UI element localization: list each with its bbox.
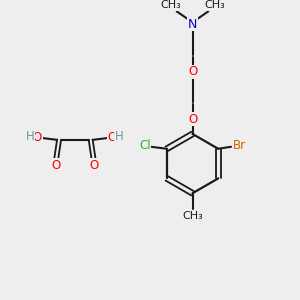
Text: CH₃: CH₃ bbox=[204, 0, 225, 11]
Text: CH₃: CH₃ bbox=[182, 211, 203, 221]
Text: Cl: Cl bbox=[139, 139, 151, 152]
Text: O: O bbox=[52, 159, 61, 172]
Text: H: H bbox=[115, 130, 124, 143]
Text: O: O bbox=[33, 131, 42, 144]
Text: N: N bbox=[188, 18, 197, 31]
Text: O: O bbox=[89, 159, 98, 172]
Text: CH₃: CH₃ bbox=[160, 0, 181, 11]
Text: H: H bbox=[26, 130, 35, 143]
Text: Br: Br bbox=[232, 139, 245, 152]
Text: O: O bbox=[188, 112, 197, 126]
Text: O: O bbox=[188, 65, 197, 78]
Text: O: O bbox=[108, 131, 117, 144]
